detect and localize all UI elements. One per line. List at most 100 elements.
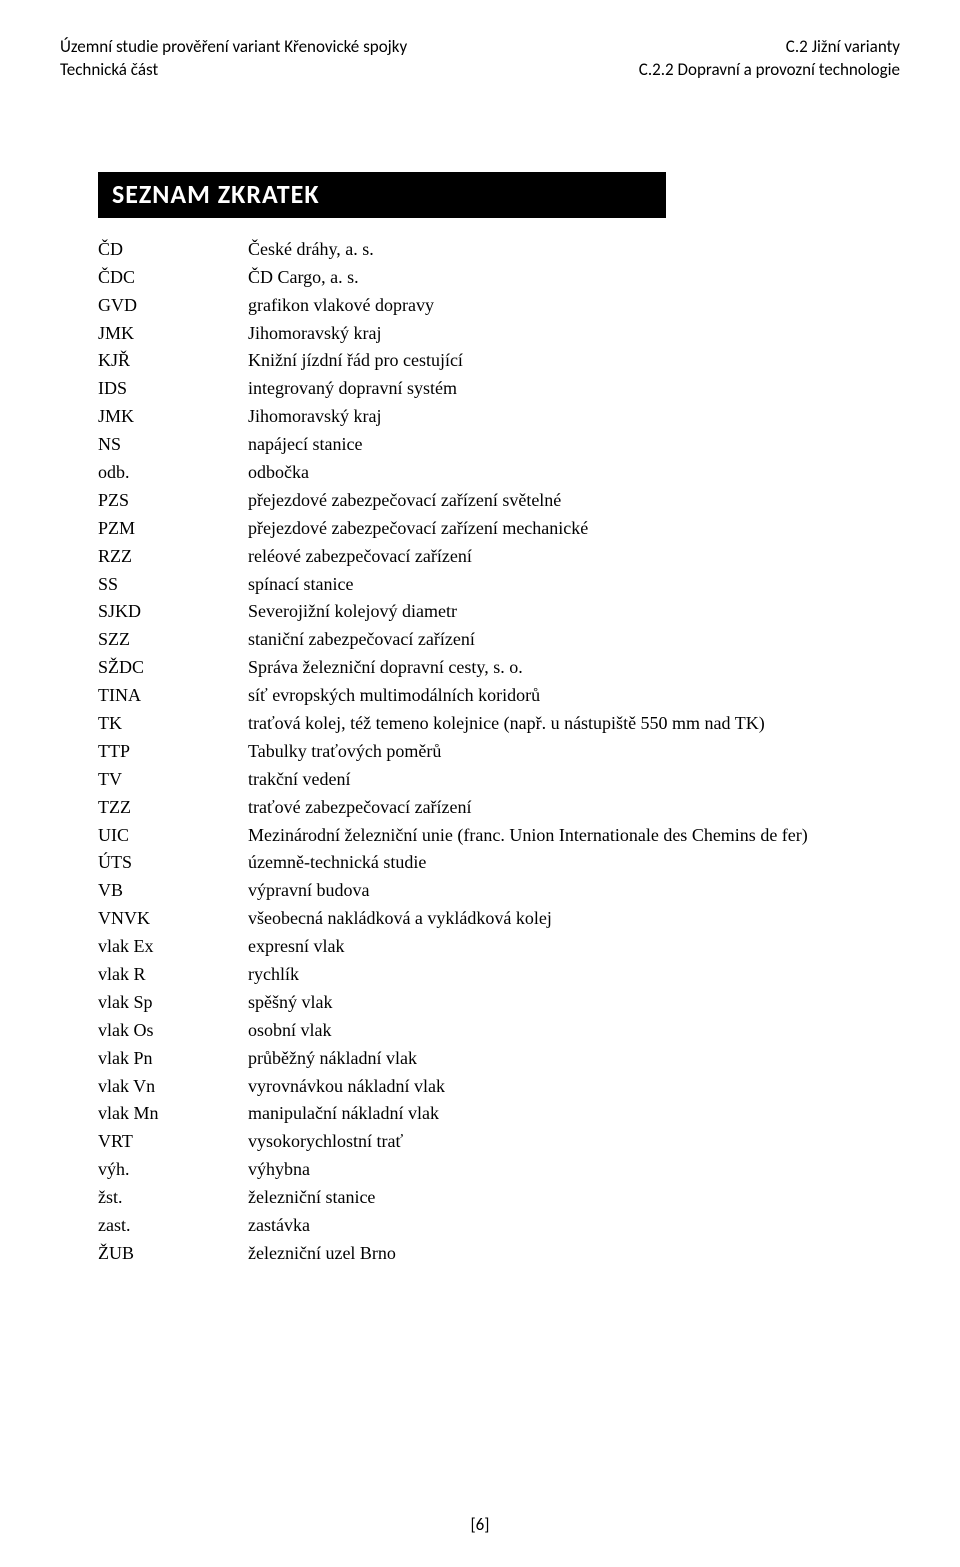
abbr-row: JMKJihomoravský kraj	[98, 403, 900, 431]
abbr-row: ÚTSúzemně-technická studie	[98, 849, 900, 877]
page-number: [6]	[470, 1514, 489, 1535]
abbr-key: vlak R	[98, 961, 248, 989]
abbr-value: reléové zabezpečovací zařízení	[248, 543, 900, 571]
abbr-value: trakční vedení	[248, 766, 900, 794]
abbr-value: spínací stanice	[248, 571, 900, 599]
header-left-line2: Technická část	[60, 59, 407, 82]
abbr-value: Tabulky traťových poměrů	[248, 738, 900, 766]
abbr-row: výh.výhybna	[98, 1156, 900, 1184]
abbr-key: zast.	[98, 1212, 248, 1240]
abbr-value: napájecí stanice	[248, 431, 900, 459]
abbr-key: GVD	[98, 292, 248, 320]
abbr-key: TZZ	[98, 794, 248, 822]
abbr-key: TINA	[98, 682, 248, 710]
abbr-row: vlak Ososobní vlak	[98, 1017, 900, 1045]
abbr-value: všeobecná nakládková a vykládková kolej	[248, 905, 900, 933]
abbr-row: ŽUBželezniční uzel Brno	[98, 1240, 900, 1268]
abbr-value: přejezdové zabezpečovací zařízení mechan…	[248, 515, 900, 543]
abbr-value: zastávka	[248, 1212, 900, 1240]
abbr-value: územně-technická studie	[248, 849, 900, 877]
abbr-value: odbočka	[248, 459, 900, 487]
abbr-value: staniční zabezpečovací zařízení	[248, 626, 900, 654]
abbr-key: ČDC	[98, 264, 248, 292]
abbr-row: VRTvysokorychlostní trať	[98, 1128, 900, 1156]
abbr-value: Knižní jízdní řád pro cestující	[248, 347, 900, 375]
abbr-value: Mezinárodní železniční unie (franc. Unio…	[248, 822, 900, 850]
abbr-key: UIC	[98, 822, 248, 850]
abbr-key: RZZ	[98, 543, 248, 571]
abbr-value: integrovaný dopravní systém	[248, 375, 900, 403]
abbr-value: železniční stanice	[248, 1184, 900, 1212]
abbr-value: traťová kolej, též temeno kolejnice (nap…	[248, 710, 900, 738]
abbr-row: odb.odbočka	[98, 459, 900, 487]
abbr-value: expresní vlak	[248, 933, 900, 961]
abbr-value: výpravní budova	[248, 877, 900, 905]
abbr-row: žst.železniční stanice	[98, 1184, 900, 1212]
abbr-value: železniční uzel Brno	[248, 1240, 900, 1268]
abbr-row: vlak Rrychlík	[98, 961, 900, 989]
abbr-value: výhybna	[248, 1156, 900, 1184]
page-header: Územní studie prověření variant Křenovic…	[60, 36, 900, 82]
abbr-key: vlak Mn	[98, 1100, 248, 1128]
abbr-row: NSnapájecí stanice	[98, 431, 900, 459]
abbr-key: vlak Vn	[98, 1073, 248, 1101]
header-right-line2: C.2.2 Dopravní a provozní technologie	[639, 59, 900, 82]
abbr-key: ÚTS	[98, 849, 248, 877]
abbr-row: zast.zastávka	[98, 1212, 900, 1240]
abbr-key: vlak Pn	[98, 1045, 248, 1073]
abbr-row: SSspínací stanice	[98, 571, 900, 599]
abbr-row: SZZstaniční zabezpečovací zařízení	[98, 626, 900, 654]
abbr-key: TK	[98, 710, 248, 738]
abbr-row: GVDgrafikon vlakové dopravy	[98, 292, 900, 320]
abbr-value: spěšný vlak	[248, 989, 900, 1017]
header-right: C.2 Jižní varianty C.2.2 Dopravní a prov…	[639, 36, 900, 82]
abbr-row: JMKJihomoravský kraj	[98, 320, 900, 348]
abbr-key: vlak Os	[98, 1017, 248, 1045]
abbr-row: vlak Spspěšný vlak	[98, 989, 900, 1017]
abbr-row: TINAsíť evropských multimodálních korido…	[98, 682, 900, 710]
abbr-value: grafikon vlakové dopravy	[248, 292, 900, 320]
abbr-value: manipulační nákladní vlak	[248, 1100, 900, 1128]
abbr-key: odb.	[98, 459, 248, 487]
abbr-row: IDSintegrovaný dopravní systém	[98, 375, 900, 403]
abbr-key: ČD	[98, 236, 248, 264]
abbreviation-table: ČDČeské dráhy, a. s.ČDCČD Cargo, a. s.GV…	[98, 236, 900, 1268]
abbr-row: TVtrakční vedení	[98, 766, 900, 794]
abbr-value: osobní vlak	[248, 1017, 900, 1045]
abbr-row: vlak Vnvyrovnávkou nákladní vlak	[98, 1073, 900, 1101]
abbr-key: PZS	[98, 487, 248, 515]
abbr-value: Jihomoravský kraj	[248, 403, 900, 431]
abbr-row: VBvýpravní budova	[98, 877, 900, 905]
abbr-value: ČD Cargo, a. s.	[248, 264, 900, 292]
header-left: Územní studie prověření variant Křenovic…	[60, 36, 407, 82]
abbr-key: TV	[98, 766, 248, 794]
abbr-row: ČDČeské dráhy, a. s.	[98, 236, 900, 264]
page: Územní studie prověření variant Křenovic…	[0, 0, 960, 1567]
abbr-value: Jihomoravský kraj	[248, 320, 900, 348]
abbr-value: Severojižní kolejový diametr	[248, 598, 900, 626]
abbr-key: VNVK	[98, 905, 248, 933]
abbr-row: PZMpřejezdové zabezpečovací zařízení mec…	[98, 515, 900, 543]
abbr-key: SS	[98, 571, 248, 599]
content: SEZNAM ZKRATEK ČDČeské dráhy, a. s.ČDCČD…	[60, 172, 900, 1268]
abbr-key: TTP	[98, 738, 248, 766]
abbr-key: vlak Ex	[98, 933, 248, 961]
abbr-key: výh.	[98, 1156, 248, 1184]
abbr-row: KJŘKnižní jízdní řád pro cestující	[98, 347, 900, 375]
abbr-key: SJKD	[98, 598, 248, 626]
section-title: SEZNAM ZKRATEK	[98, 172, 666, 218]
abbr-row: TTPTabulky traťových poměrů	[98, 738, 900, 766]
abbr-value: přejezdové zabezpečovací zařízení světel…	[248, 487, 900, 515]
abbr-key: SŽDC	[98, 654, 248, 682]
abbr-row: SJKDSeverojižní kolejový diametr	[98, 598, 900, 626]
abbr-row: TZZtraťové zabezpečovací zařízení	[98, 794, 900, 822]
abbr-key: JMK	[98, 403, 248, 431]
abbr-value: Správa železniční dopravní cesty, s. o.	[248, 654, 900, 682]
abbr-value: vyrovnávkou nákladní vlak	[248, 1073, 900, 1101]
abbr-key: ŽUB	[98, 1240, 248, 1268]
abbr-row: VNVKvšeobecná nakládková a vykládková ko…	[98, 905, 900, 933]
abbr-row: vlak Pnprůběžný nákladní vlak	[98, 1045, 900, 1073]
abbr-key: IDS	[98, 375, 248, 403]
abbr-key: JMK	[98, 320, 248, 348]
abbr-key: vlak Sp	[98, 989, 248, 1017]
